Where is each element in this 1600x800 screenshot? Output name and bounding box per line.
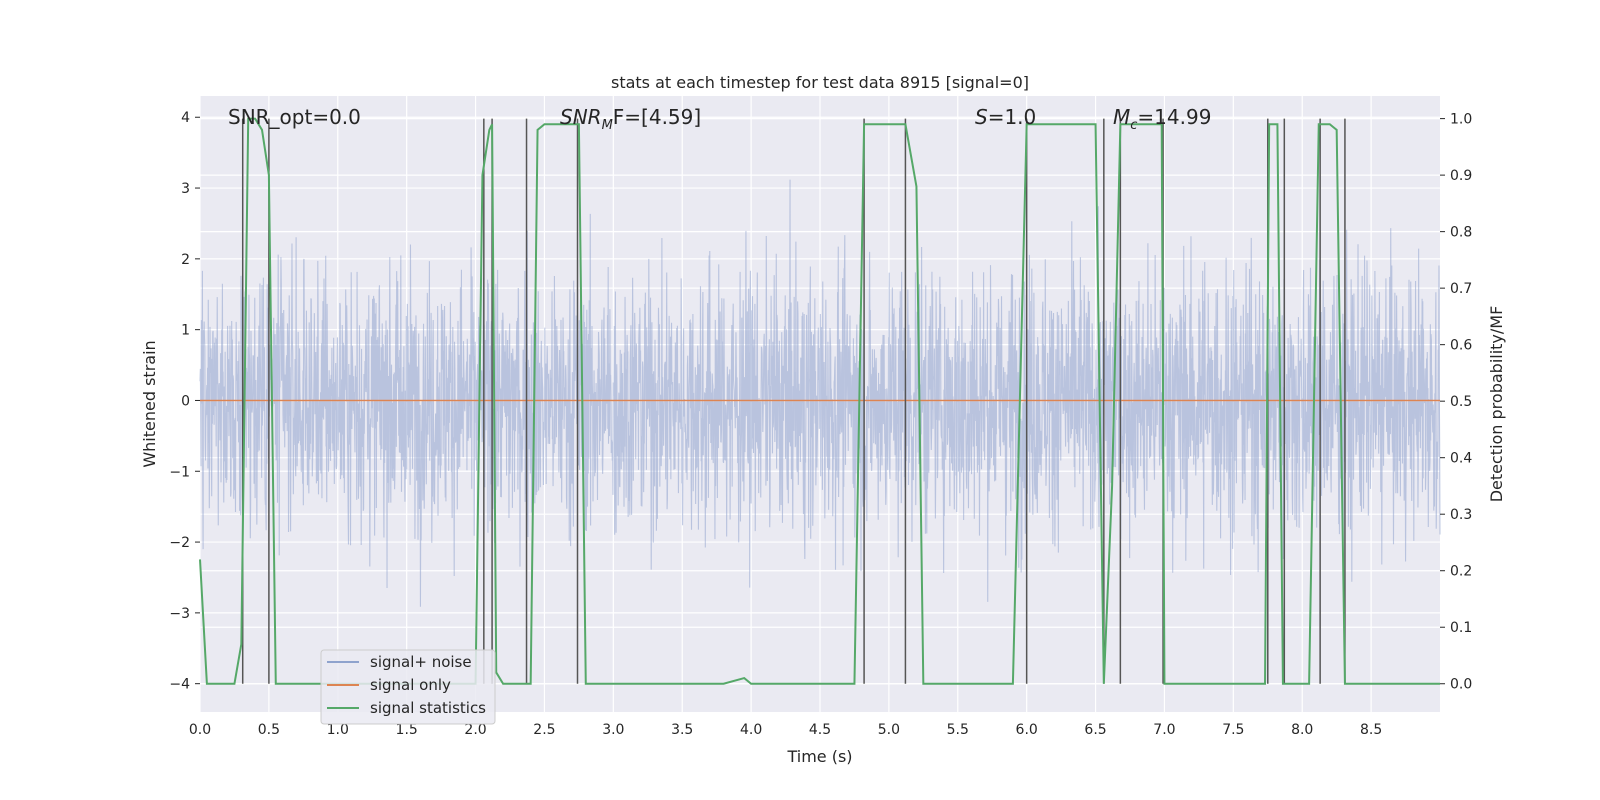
x-tick-label: 7.5 [1222,722,1244,738]
y-tick-label-right: 0.3 [1450,507,1472,523]
y-tick-label: −4 [169,677,190,693]
y-axis-label-right: Detection probability/MF [1487,306,1506,503]
y-tick-label-right: 1.0 [1450,112,1472,128]
annotation-snr-mf: SNRMF=[4.59] [560,105,701,133]
y-tick-label: −3 [169,606,190,622]
annotation-s-value: =1.0 [988,105,1037,129]
x-tick-label: 1.5 [396,722,418,738]
x-tick-label: 4.0 [740,722,762,738]
legend: signal+ noise signal only signal statist… [320,649,496,725]
y-tick-label-right: 0.4 [1450,451,1472,467]
x-tick-label: 0.5 [258,722,280,738]
annotation-s: S=1.0 [975,105,1036,129]
y-tick-label: 1 [181,323,190,339]
signal-plus-noise-line [199,179,1441,607]
annotation-snr-opt: SNR_opt=0.0 [228,105,361,129]
x-tick-label: 4.5 [809,722,831,738]
y-tick-label-right: 0.7 [1450,281,1472,297]
annotation-s-label: S [975,105,988,129]
x-tick-label: 3.0 [602,722,624,738]
y-tick-label: 0 [181,393,190,409]
y-tick-label: 4 [181,110,190,126]
y-tick-label-right: 0.1 [1450,620,1472,636]
annotation-snr-mf-label: SNR [560,105,602,129]
x-tick-label: 0.0 [189,722,211,738]
y-tick-label: −2 [169,535,190,551]
annotation-snr-mf-value: F=[4.59] [613,105,701,129]
annotation-snr-mf-sub: M [602,118,613,133]
chart-title: stats at each timestep for test data 891… [611,73,1029,92]
y-tick-label-right: 0.2 [1450,564,1472,580]
y-tick-label-right: 0.8 [1450,225,1472,241]
y-tick-label-right: 0.0 [1450,677,1472,693]
x-tick-label: 1.0 [327,722,349,738]
x-tick-label: 5.5 [947,722,969,738]
x-tick-label: 7.0 [1153,722,1175,738]
axis-ticks: 0.0 0.5 1.0 1.5 2.0 2.5 3.0 3.5 4.0 4.5 5.0 5.5 6.0 6… [169,110,1472,738]
x-tick-label: 5.0 [878,722,900,738]
x-tick-label: 8.5 [1360,722,1382,738]
annotation-mc-sub: c [1130,118,1137,133]
y-tick-label-right: 0.5 [1450,394,1472,410]
x-tick-label: 6.0 [1016,722,1038,738]
legend-label-noise: signal+ noise [370,653,472,671]
x-tick-label: 2.0 [464,722,486,738]
annotation-mc-label: M [1113,105,1130,129]
annotation-mc-value: =14.99 [1137,105,1211,129]
signal-plus-noise-series [199,179,1441,607]
x-tick-label: 8.0 [1291,722,1313,738]
x-axis-label: Time (s) [786,747,852,766]
legend-label-signal-only: signal only [370,676,451,694]
y-tick-label: 2 [181,252,190,268]
y-tick-label: −1 [169,464,190,480]
y-axis-label: Whitened strain [140,340,159,467]
y-tick-label: 3 [181,181,190,197]
event-lines [241,118,1346,684]
y-tick-label-right: 0.6 [1450,338,1472,354]
x-tick-label: 6.5 [1084,722,1106,738]
y-tick-label-right: 0.9 [1450,168,1472,184]
legend-label-statistics: signal statistics [370,699,486,717]
legend-box [320,649,496,725]
x-tick-label: 2.5 [533,722,555,738]
annotation-mc: Mc=14.99 [1113,105,1211,133]
x-tick-label: 3.5 [671,722,693,738]
